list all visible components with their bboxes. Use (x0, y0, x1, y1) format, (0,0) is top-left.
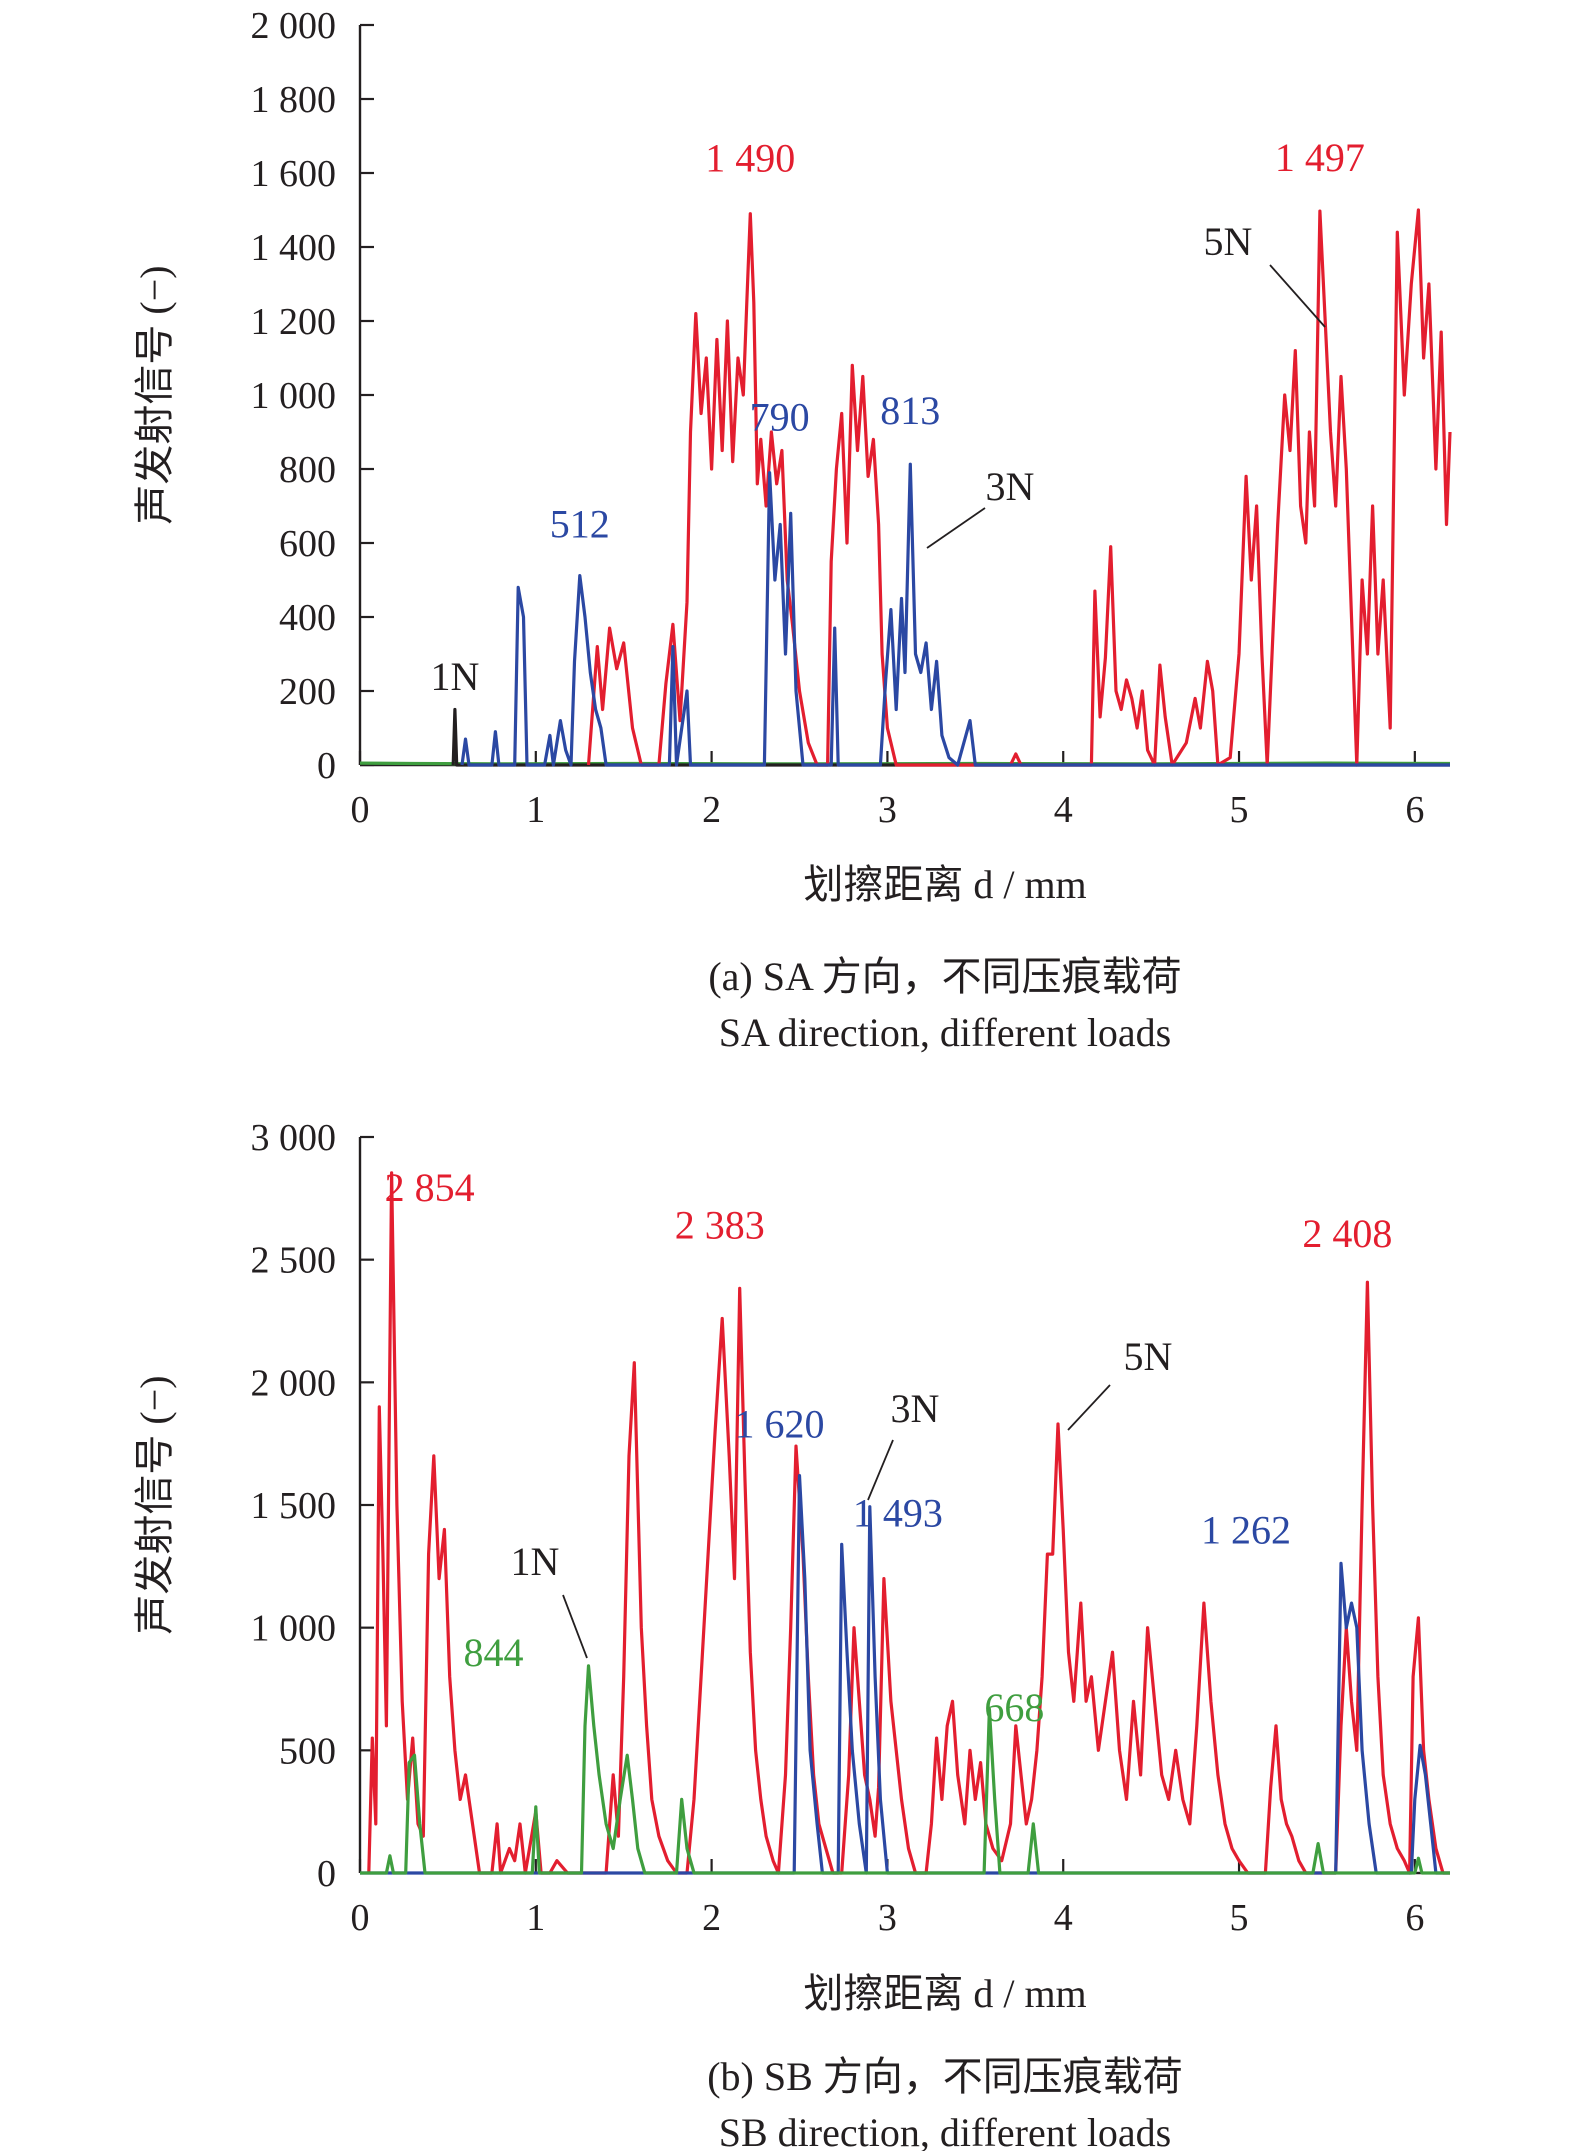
y-tick-label: 0 (317, 1853, 336, 1895)
peak-label: 844 (464, 1630, 524, 1675)
load-annotation: 1N (511, 1539, 560, 1584)
x-tick-label: 3 (878, 1897, 897, 1939)
y-tick-label: 800 (279, 449, 336, 491)
y-axis-label: 声发射信号 (−) (132, 265, 177, 524)
caption: (a) SA 方向，不同压痕载荷 (708, 954, 1181, 999)
y-tick-label: 2 500 (251, 1240, 337, 1282)
load-annotation: 3N (891, 1386, 940, 1431)
annotation-leader-line (867, 1439, 894, 1501)
y-axis-label: 声发射信号 (−) (132, 1375, 177, 1634)
x-tick-label: 2 (702, 789, 721, 831)
x-tick-label: 2 (702, 1897, 721, 1939)
peak-label: 668 (984, 1685, 1044, 1730)
load-annotation: 3N (986, 464, 1035, 509)
annotation-leader-line (926, 507, 986, 549)
x-tick-label: 5 (1230, 789, 1249, 831)
peak-label: 1 262 (1201, 1507, 1291, 1552)
annotation-leader-line (562, 1594, 588, 1659)
series-line-red (367, 1171, 1450, 1875)
peak-label: 813 (880, 388, 940, 433)
x-axis-label: 划擦距离 d / mm (803, 1971, 1086, 2016)
load-annotation: 5N (1124, 1334, 1173, 1379)
y-tick-label: 0 (317, 745, 336, 787)
peak-label: 1 490 (705, 136, 795, 181)
x-tick-label: 1 (526, 789, 545, 831)
peak-label: 2 383 (675, 1202, 765, 1247)
y-tick-label: 600 (279, 523, 336, 565)
peak-label: 512 (550, 502, 610, 547)
x-tick-label: 1 (526, 1897, 545, 1939)
y-tick-label: 1 200 (251, 301, 337, 343)
peak-label: 1 497 (1275, 135, 1365, 180)
y-tick-label: 1 800 (251, 79, 337, 121)
x-tick-label: 3 (878, 789, 897, 831)
annotation-leader-line (1067, 1384, 1111, 1431)
caption-english: SA direction, different loads (719, 1010, 1172, 1055)
y-tick-label: 1 400 (251, 227, 337, 269)
annotation-leader-line (1269, 264, 1326, 328)
series-line-green (360, 1664, 1450, 1875)
caption-english: SB direction, different loads (719, 2110, 1172, 2151)
peak-label: 2 408 (1302, 1211, 1392, 1256)
x-tick-label: 6 (1405, 1897, 1424, 1939)
chart-b: 0 500 1 000 1 500 2 000 2 500 3 000 0 1 2 3 4 5 6 2 85… (132, 1117, 1450, 2151)
peak-label: 1 493 (853, 1491, 943, 1536)
peak-label: 2 854 (385, 1165, 475, 1210)
y-tick-label: 1 000 (251, 375, 337, 417)
x-tick-label: 0 (351, 789, 370, 831)
y-tick-label: 1 500 (251, 1485, 337, 1527)
x-tick-label: 6 (1405, 789, 1424, 831)
chart-a: 0 200 400 600 800 1 000 1 200 1 400 1 600 1 800 2 … (132, 5, 1452, 1055)
x-axis-label: 划擦距离 d / mm (803, 862, 1086, 907)
load-annotation: 5N (1204, 219, 1253, 264)
x-tick-label: 0 (351, 1897, 370, 1939)
series-line-blue (460, 462, 1450, 767)
y-tick-label: 3 000 (251, 1117, 337, 1159)
peak-label: 1 620 (735, 1402, 825, 1447)
y-tick-label: 2 000 (251, 1362, 337, 1404)
y-tick-label: 400 (279, 597, 336, 639)
y-tick-label: 500 (279, 1730, 336, 1772)
y-tick-label: 200 (279, 671, 336, 713)
series-line-red (586, 208, 1452, 767)
y-tick-label: 1 600 (251, 153, 337, 195)
y-tick-label: 1 000 (251, 1608, 337, 1650)
peak-label: 790 (750, 395, 810, 440)
load-annotation: 1N (431, 654, 480, 699)
x-tick-label: 4 (1054, 1897, 1073, 1939)
x-tick-label: 5 (1230, 1897, 1249, 1939)
y-tick-label: 2 000 (251, 5, 337, 47)
series-line-blue (360, 1474, 1450, 1875)
x-tick-label: 4 (1054, 789, 1073, 831)
caption: (b) SB 方向，不同压痕载荷 (707, 2054, 1183, 2099)
